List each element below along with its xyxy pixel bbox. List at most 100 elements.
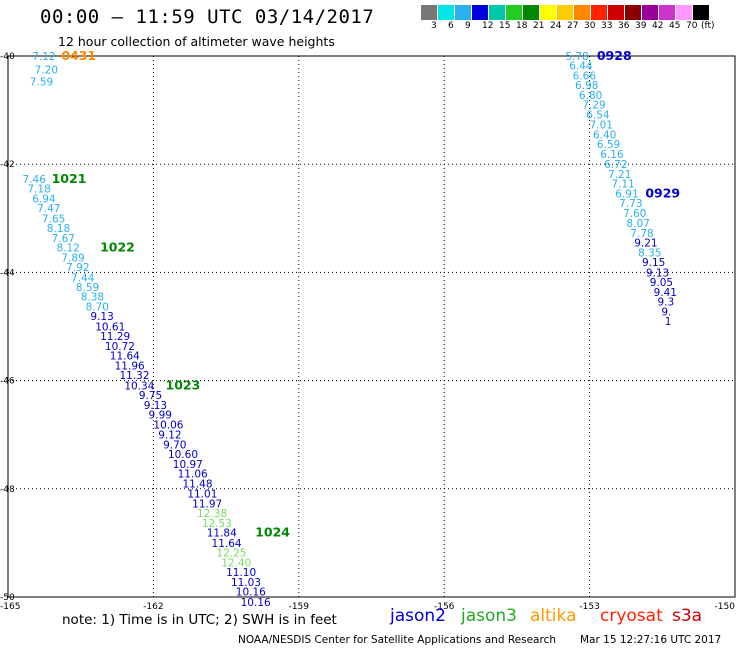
- wave-height-label: 5.78: [565, 51, 588, 63]
- latitude-tick-label: -42: [0, 160, 15, 170]
- wave-height-label: 12.38: [197, 508, 227, 520]
- color-scale-cell: [540, 5, 557, 20]
- color-scale-label: 3: [431, 21, 437, 31]
- wave-height-label: 7.18: [27, 184, 50, 196]
- wave-height-label: 10.60: [168, 449, 198, 461]
- wave-height-label: 9.70: [163, 439, 186, 451]
- color-scale-label: 12: [482, 21, 494, 31]
- wave-height-label: 9.21: [634, 238, 657, 250]
- wave-height-label: 6.80: [579, 90, 602, 102]
- wave-height-label: 7.89: [61, 252, 84, 264]
- wave-height-label: 7.78: [630, 228, 653, 240]
- longitude-tick-label: -165: [0, 602, 20, 612]
- color-scale-cell: [693, 5, 710, 20]
- wave-height-label: 6.44: [569, 61, 593, 73]
- wave-height-label: 9.13: [90, 311, 113, 323]
- color-scale-cell: [421, 5, 438, 20]
- wave-height-label: 12.40: [221, 557, 251, 569]
- pass-time-label: 0928: [597, 48, 632, 63]
- color-scale-labels: 3 6 9 12 15 18 21 24 27 30 33 36 39 42 45 70 (ft): [421, 21, 740, 35]
- wave-height-label: 11.84: [207, 528, 237, 540]
- color-scale-label: 30: [584, 21, 596, 31]
- wave-height-label: 7.73: [619, 198, 642, 210]
- legend-item-altika: altika: [530, 606, 577, 626]
- color-scale-cell: [438, 5, 455, 20]
- wave-height-label: 10.97: [173, 459, 203, 471]
- wave-height-label: 12.53: [202, 518, 232, 530]
- wave-height-label: 7.46: [23, 174, 47, 186]
- map-frame: [7, 55, 736, 598]
- wave-height-label: 7.65: [42, 213, 65, 225]
- wave-height-label: 6.66: [573, 70, 597, 82]
- longitude-tick-label: -153: [579, 602, 599, 612]
- wave-height-label: 6.72: [604, 159, 627, 171]
- wave-height-label: 10.72: [105, 341, 135, 353]
- wave-height-label: 6.54: [586, 109, 610, 121]
- pass-time-label: 1022: [100, 240, 135, 255]
- wave-height-label: 9.13: [144, 400, 167, 412]
- color-scale-cell: [625, 5, 642, 20]
- wave-height-label: 10.16: [241, 597, 271, 609]
- pass-time-label: 1023: [166, 377, 201, 392]
- latitude-tick-label: -48: [0, 485, 15, 495]
- wave-height-label: 6.59: [597, 139, 620, 151]
- wave-height-label: 11.96: [115, 360, 145, 372]
- wave-height-label: 11.29: [100, 331, 130, 343]
- wave-height-label: 8.59: [76, 282, 99, 294]
- wave-height-label: 7.92: [66, 262, 89, 274]
- pass-time-label: 0431: [61, 48, 96, 63]
- legend-item-jason3: jason3: [461, 606, 517, 626]
- timestamp-text: Mar 15 12:27:16 UTC 2017: [580, 634, 722, 646]
- wave-height-label: 7.44: [71, 272, 95, 284]
- wave-height-label: 7.67: [52, 233, 75, 245]
- color-scale-label: 27: [567, 21, 579, 31]
- wave-height-label: 8.70: [86, 301, 109, 313]
- wave-height-label: 10.34: [124, 380, 154, 392]
- wave-height-label: 10.16: [236, 587, 266, 599]
- color-scale-label: 9: [465, 21, 471, 31]
- color-scale-cell: [676, 5, 693, 20]
- wave-height-label: 11.06: [178, 469, 208, 481]
- color-scale-cell: [472, 5, 489, 20]
- color-scale-cell: [523, 5, 540, 20]
- color-scale-label: 36: [618, 21, 630, 31]
- wave-height-label: 7.21: [608, 169, 631, 181]
- legend-item-s3a: s3a: [672, 606, 703, 626]
- wave-height-label: 8.18: [47, 223, 70, 235]
- wave-height-label: 9.99: [149, 410, 172, 422]
- longitude-tick-label: -162: [143, 602, 163, 612]
- wave-height-label: 6.94: [32, 193, 56, 205]
- color-scale-label: 42: [652, 21, 664, 31]
- color-scale-label: 15: [499, 21, 511, 31]
- wave-height-label: 9.75: [139, 390, 162, 402]
- wave-height-label: 7.20: [35, 65, 58, 77]
- wave-height-label: 11.10: [226, 567, 256, 579]
- wave-height-label: 8.07: [626, 218, 649, 230]
- longitude-tick-label: -150: [715, 602, 736, 612]
- color-scale-cell: [506, 5, 523, 20]
- wave-height-label: 8.38: [81, 292, 104, 304]
- credit-text: NOAA/NESDIS Center for Satellite Applica…: [238, 634, 556, 646]
- color-scale-label: (ft): [701, 21, 715, 31]
- wave-height-label: 9.3: [657, 297, 674, 309]
- color-scale-label: 39: [635, 21, 647, 31]
- wave-height-label: 6.40: [593, 129, 616, 141]
- color-scale-label: 33: [601, 21, 613, 31]
- pass-time-label: 0929: [645, 185, 680, 200]
- wave-height-label: 10.06: [153, 419, 183, 431]
- color-scale-cell: [642, 5, 659, 20]
- wave-height-label: 7.59: [30, 76, 53, 88]
- wave-height-label: 12.25: [216, 548, 246, 560]
- color-scale-cell: [608, 5, 625, 20]
- page-subtitle: 12 hour collection of altimeter wave hei…: [58, 34, 335, 49]
- wave-height-label: 11.48: [182, 478, 212, 490]
- footer-note: note: 1) Time is in UTC; 2) SWH is in fe…: [62, 612, 337, 628]
- wave-height-label: 9.13: [646, 267, 669, 279]
- color-scale-label: 6: [448, 21, 454, 31]
- color-scale-cell: [591, 5, 608, 20]
- wave-height-label: 11.97: [192, 498, 222, 510]
- color-scale-cell: [574, 5, 591, 20]
- wave-height-label: 8.35: [638, 247, 661, 259]
- wave-height-label: 11.03: [231, 577, 261, 589]
- page-title: 00:00 – 11:59 UTC 03/14/2017: [40, 6, 375, 28]
